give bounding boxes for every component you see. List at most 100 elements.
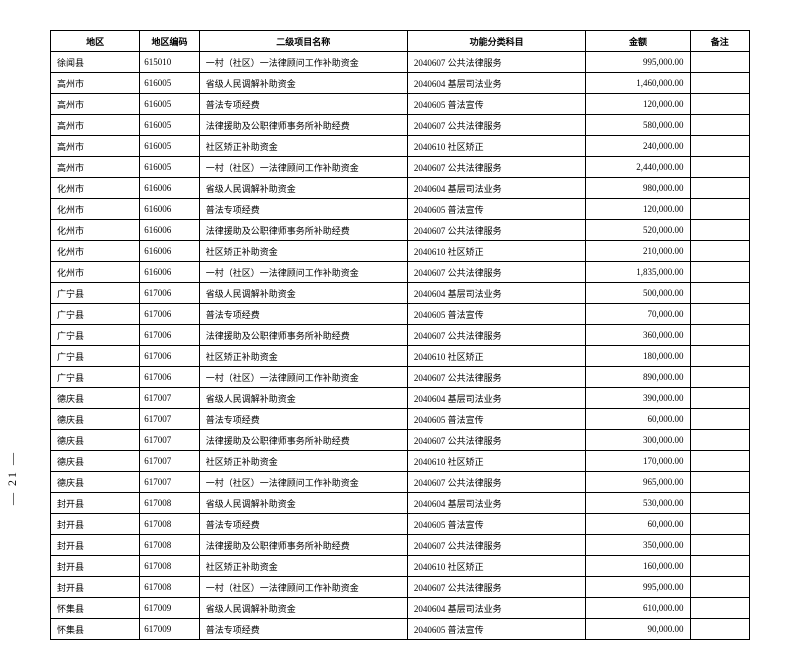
table-row: 化州市616006社区矫正补助资金2040610 社区矫正210,000.00 <box>51 241 750 262</box>
amount-cell: 995,000.00 <box>586 52 690 73</box>
table-row: 德庆县617007普法专项经费2040605 普法宣传60,000.00 <box>51 409 750 430</box>
remark-cell <box>690 430 750 451</box>
remark-cell <box>690 241 750 262</box>
table-header: 地区 地区编码 二级项目名称 功能分类科目 金额 备注 <box>51 31 750 52</box>
table-row: 怀集县617009普法专项经费2040605 普法宣传90,000.00 <box>51 619 750 640</box>
header-category: 功能分类科目 <box>407 31 585 52</box>
region-cell: 化州市 <box>51 220 140 241</box>
code-cell: 616005 <box>140 94 199 115</box>
category-cell: 2040605 普法宣传 <box>407 199 585 220</box>
remark-cell <box>690 598 750 619</box>
amount-cell: 530,000.00 <box>586 493 690 514</box>
category-cell: 2040607 公共法律服务 <box>407 472 585 493</box>
region-cell: 高州市 <box>51 115 140 136</box>
category-cell: 2040605 普法宣传 <box>407 514 585 535</box>
project-cell: 普法专项经费 <box>199 304 407 325</box>
category-cell: 2040604 基层司法业务 <box>407 598 585 619</box>
remark-cell <box>690 535 750 556</box>
category-cell: 2040607 公共法律服务 <box>407 535 585 556</box>
region-cell: 封开县 <box>51 556 140 577</box>
amount-cell: 890,000.00 <box>586 367 690 388</box>
region-cell: 化州市 <box>51 178 140 199</box>
remark-cell <box>690 262 750 283</box>
code-cell: 617006 <box>140 325 199 346</box>
category-cell: 2040610 社区矫正 <box>407 241 585 262</box>
category-cell: 2040607 公共法律服务 <box>407 430 585 451</box>
remark-cell <box>690 178 750 199</box>
amount-cell: 210,000.00 <box>586 241 690 262</box>
region-cell: 高州市 <box>51 73 140 94</box>
code-cell: 616006 <box>140 220 199 241</box>
table-row: 广宁县617006法律援助及公职律师事务所补助经费2040607 公共法律服务3… <box>51 325 750 346</box>
table-row: 封开县617008省级人民调解补助资金2040604 基层司法业务530,000… <box>51 493 750 514</box>
table-row: 广宁县617006普法专项经费2040605 普法宣传70,000.00 <box>51 304 750 325</box>
table-row: 德庆县617007法律援助及公职律师事务所补助经费2040607 公共法律服务3… <box>51 430 750 451</box>
remark-cell <box>690 451 750 472</box>
code-cell: 616005 <box>140 136 199 157</box>
amount-cell: 965,000.00 <box>586 472 690 493</box>
region-cell: 徐闻县 <box>51 52 140 73</box>
remark-cell <box>690 52 750 73</box>
category-cell: 2040604 基层司法业务 <box>407 73 585 94</box>
project-cell: 法律援助及公职律师事务所补助经费 <box>199 115 407 136</box>
code-cell: 616006 <box>140 241 199 262</box>
region-cell: 广宁县 <box>51 346 140 367</box>
remark-cell <box>690 199 750 220</box>
amount-cell: 580,000.00 <box>586 115 690 136</box>
amount-cell: 995,000.00 <box>586 577 690 598</box>
header-region: 地区 <box>51 31 140 52</box>
amount-cell: 240,000.00 <box>586 136 690 157</box>
amount-cell: 300,000.00 <box>586 430 690 451</box>
amount-cell: 350,000.00 <box>586 535 690 556</box>
region-cell: 封开县 <box>51 577 140 598</box>
table-row: 化州市616006省级人民调解补助资金2040604 基层司法业务980,000… <box>51 178 750 199</box>
table-row: 化州市616006法律援助及公职律师事务所补助经费2040607 公共法律服务5… <box>51 220 750 241</box>
table-row: 怀集县617009省级人民调解补助资金2040604 基层司法业务610,000… <box>51 598 750 619</box>
project-cell: 省级人民调解补助资金 <box>199 598 407 619</box>
code-cell: 616005 <box>140 157 199 178</box>
region-cell: 怀集县 <box>51 619 140 640</box>
amount-cell: 180,000.00 <box>586 346 690 367</box>
category-cell: 2040605 普法宣传 <box>407 619 585 640</box>
region-cell: 化州市 <box>51 199 140 220</box>
project-cell: 普法专项经费 <box>199 409 407 430</box>
project-cell: 社区矫正补助资金 <box>199 556 407 577</box>
code-cell: 617007 <box>140 388 199 409</box>
remark-cell <box>690 283 750 304</box>
amount-cell: 60,000.00 <box>586 514 690 535</box>
project-cell: 社区矫正补助资金 <box>199 451 407 472</box>
remark-cell <box>690 115 750 136</box>
table-row: 封开县617008法律援助及公职律师事务所补助经费2040607 公共法律服务3… <box>51 535 750 556</box>
category-cell: 2040604 基层司法业务 <box>407 178 585 199</box>
region-cell: 广宁县 <box>51 367 140 388</box>
category-cell: 2040607 公共法律服务 <box>407 577 585 598</box>
region-cell: 封开县 <box>51 493 140 514</box>
code-cell: 617008 <box>140 556 199 577</box>
amount-cell: 160,000.00 <box>586 556 690 577</box>
remark-cell <box>690 472 750 493</box>
code-cell: 617008 <box>140 577 199 598</box>
table-row: 广宁县617006一村（社区）一法律顾问工作补助资金2040607 公共法律服务… <box>51 367 750 388</box>
amount-cell: 70,000.00 <box>586 304 690 325</box>
table-row: 高州市616005法律援助及公职律师事务所补助经费2040607 公共法律服务5… <box>51 115 750 136</box>
project-cell: 一村（社区）一法律顾问工作补助资金 <box>199 472 407 493</box>
remark-cell <box>690 136 750 157</box>
remark-cell <box>690 325 750 346</box>
amount-cell: 90,000.00 <box>586 619 690 640</box>
region-cell: 广宁县 <box>51 325 140 346</box>
amount-cell: 390,000.00 <box>586 388 690 409</box>
data-table: 地区 地区编码 二级项目名称 功能分类科目 金额 备注 徐闻县615010一村（… <box>50 30 750 640</box>
amount-cell: 170,000.00 <box>586 451 690 472</box>
remark-cell <box>690 577 750 598</box>
amount-cell: 120,000.00 <box>586 199 690 220</box>
table-row: 化州市616006一村（社区）一法律顾问工作补助资金2040607 公共法律服务… <box>51 262 750 283</box>
category-cell: 2040607 公共法律服务 <box>407 325 585 346</box>
project-cell: 一村（社区）一法律顾问工作补助资金 <box>199 157 407 178</box>
region-cell: 德庆县 <box>51 430 140 451</box>
code-cell: 616005 <box>140 115 199 136</box>
region-cell: 高州市 <box>51 94 140 115</box>
code-cell: 615010 <box>140 52 199 73</box>
project-cell: 省级人民调解补助资金 <box>199 493 407 514</box>
project-cell: 一村（社区）一法律顾问工作补助资金 <box>199 52 407 73</box>
table-row: 德庆县617007一村（社区）一法律顾问工作补助资金2040607 公共法律服务… <box>51 472 750 493</box>
